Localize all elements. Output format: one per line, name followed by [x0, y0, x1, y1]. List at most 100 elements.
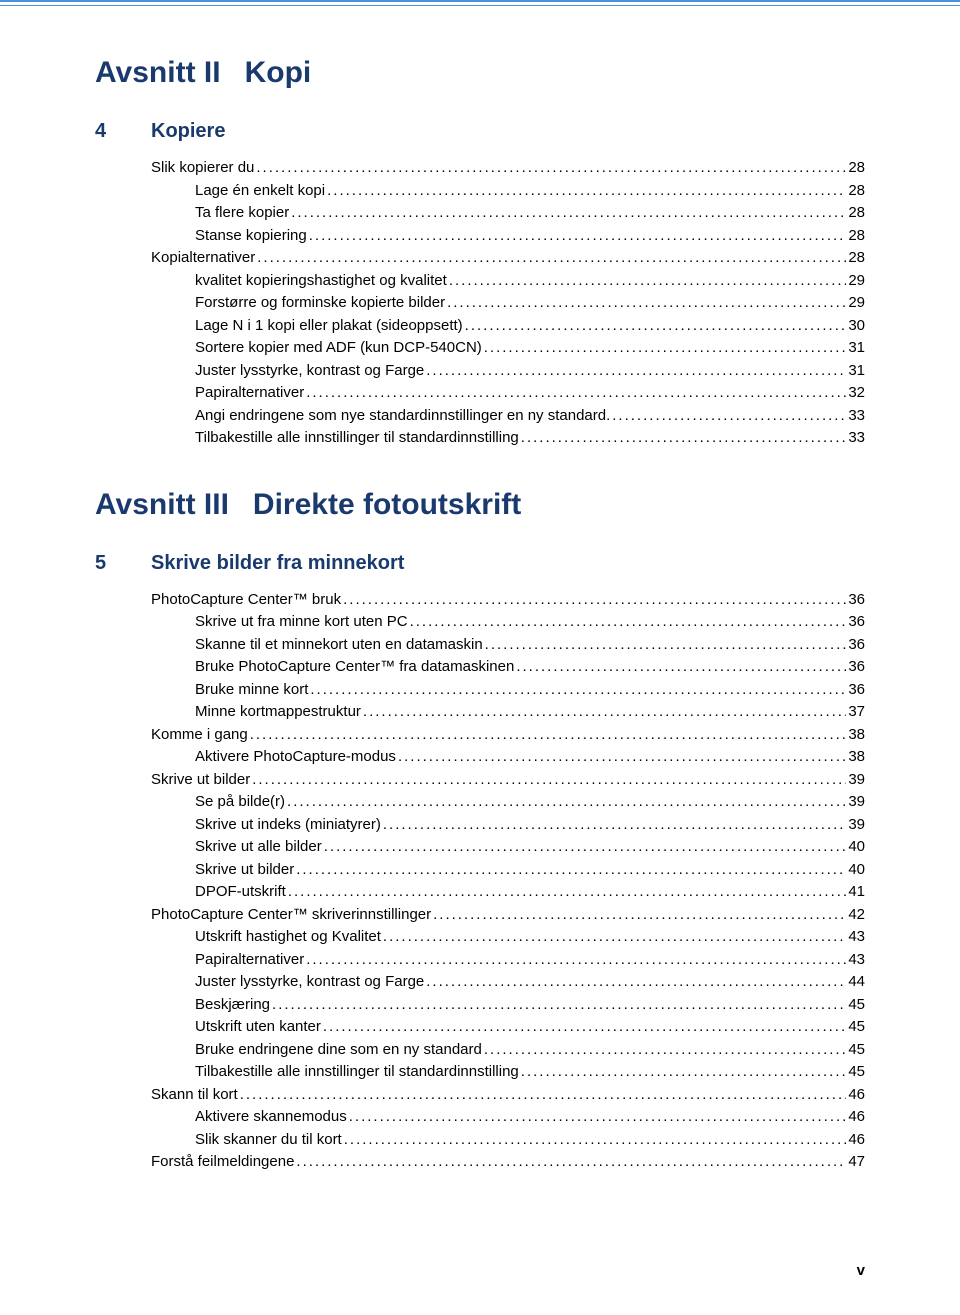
toc-entry[interactable]: Skrive ut bilder........................… — [151, 859, 865, 882]
toc-entry[interactable]: Aktivere PhotoCapture-modus.............… — [151, 746, 865, 769]
toc-leader-dots: ........................................… — [270, 994, 846, 1017]
toc-entry[interactable]: DPOF-utskrift...........................… — [151, 881, 865, 904]
toc-entry-page: 45 — [846, 994, 865, 1017]
toc-entry-label: Skrive ut bilder — [151, 769, 250, 792]
toc-entry[interactable]: Ta flere kopier.........................… — [151, 202, 865, 225]
toc-entry[interactable]: Se på bilde(r)..........................… — [151, 791, 865, 814]
toc-entry-label: Skrive ut bilder — [195, 859, 294, 882]
toc-entry-page: 40 — [846, 836, 865, 859]
toc-entry-label: Tilbakestille alle innstillinger til sta… — [195, 427, 519, 450]
toc-entry-page: 28 — [846, 202, 865, 225]
toc-page: Avsnitt IIKopi 4 Kopiere Slik kopierer d… — [0, 56, 960, 1174]
toc-entry[interactable]: PhotoCapture Center™ skriverinnstillinge… — [151, 904, 865, 927]
chapter-5-row: 5 Skrive bilder fra minnekort — [95, 552, 865, 575]
toc-entry[interactable]: Bruke endringene dine som en ny standard… — [151, 1039, 865, 1062]
toc-entry[interactable]: Komme i gang............................… — [151, 724, 865, 747]
toc-entry-page: 46 — [846, 1106, 865, 1129]
toc-entry[interactable]: Forstørre og forminske kopierte bilder..… — [151, 292, 865, 315]
toc-entry-label: Slik kopierer du — [151, 157, 254, 180]
toc-entry-page: 38 — [846, 746, 865, 769]
toc-entry-page: 28 — [846, 157, 865, 180]
toc-entry-label: DPOF-utskrift — [195, 881, 286, 904]
toc-leader-dots: ........................................… — [248, 724, 847, 747]
toc-entry-label: PhotoCapture Center™ bruk — [151, 589, 341, 612]
toc-entry[interactable]: Forstå feilmeldingene...................… — [151, 1151, 865, 1174]
toc-entry[interactable]: Slik skanner du til kort................… — [151, 1129, 865, 1152]
toc-entry[interactable]: Tilbakestille alle innstillinger til sta… — [151, 1061, 865, 1084]
toc-entry-label: Skrive ut alle bilder — [195, 836, 322, 859]
toc-entry-page: 36 — [846, 656, 865, 679]
toc-entry[interactable]: Bruke PhotoCapture Center™ fra datamaski… — [151, 656, 865, 679]
toc-entry[interactable]: Kopialternativer........................… — [151, 247, 865, 270]
toc-entry-page: 47 — [846, 1151, 865, 1174]
toc-entry-label: Bruke minne kort — [195, 679, 308, 702]
section-3-part-title: Direkte fotoutskrift — [253, 488, 521, 521]
toc-entry-label: Tilbakestille alle innstillinger til sta… — [195, 1061, 519, 1084]
toc-entry[interactable]: Slik kopierer du........................… — [151, 157, 865, 180]
toc-entry[interactable]: Utskrift uten kanter....................… — [151, 1016, 865, 1039]
toc-leader-dots: ........................................… — [341, 589, 846, 612]
toc-leader-dots: ........................................… — [238, 1084, 847, 1107]
toc-entry[interactable]: Skann til kort..........................… — [151, 1084, 865, 1107]
toc-entry-label: Juster lysstyrke, kontrast og Farge — [195, 360, 424, 383]
toc-entry[interactable]: Juster lysstyrke, kontrast og Farge.....… — [151, 360, 865, 383]
toc-entry-label: Lage én enkelt kopi — [195, 180, 325, 203]
toc-entry[interactable]: Bruke minne kort........................… — [151, 679, 865, 702]
toc-entry-label: Komme i gang — [151, 724, 248, 747]
toc-entry[interactable]: Sortere kopier med ADF (kun DCP-540CN)..… — [151, 337, 865, 360]
toc-entry-label: Papiralternativer — [195, 382, 304, 405]
toc-entry-label: Juster lysstyrke, kontrast og Farge — [195, 971, 424, 994]
toc-entry[interactable]: Angi endringene som nye standardinnstill… — [151, 405, 865, 428]
toc-entry[interactable]: Lage N i 1 kopi eller plakat (sideoppset… — [151, 315, 865, 338]
toc-entry-page: 31 — [846, 337, 865, 360]
toc-leader-dots: ........................................… — [381, 814, 846, 837]
toc-entry[interactable]: Lage én enkelt kopi.....................… — [151, 180, 865, 203]
toc-entry[interactable]: kvalitet kopieringshastighet og kvalitet… — [151, 270, 865, 293]
toc-entry[interactable]: Papiralternativer.......................… — [151, 949, 865, 972]
toc-entry-label: Sortere kopier med ADF (kun DCP-540CN) — [195, 337, 482, 360]
toc-entry[interactable]: Minne kortmappestruktur.................… — [151, 701, 865, 724]
toc-entry-page: 41 — [846, 881, 865, 904]
toc-leader-dots: ........................................… — [447, 270, 847, 293]
toc-leader-dots: ........................................… — [396, 746, 846, 769]
section-2-part-label: Avsnitt II — [95, 56, 221, 89]
toc-entry[interactable]: Utskrift hastighet og Kvalitet..........… — [151, 926, 865, 949]
toc-entry[interactable]: Aktivere skannemodus....................… — [151, 1106, 865, 1129]
toc-entry[interactable]: Juster lysstyrke, kontrast og Farge.....… — [151, 971, 865, 994]
page-number: v — [857, 1262, 865, 1279]
toc-entry[interactable]: Skrive ut bilder........................… — [151, 769, 865, 792]
toc-entry-label: Bruke PhotoCapture Center™ fra datamaski… — [195, 656, 514, 679]
toc-entry-label: Angi endringene som nye standardinnstill… — [195, 405, 610, 428]
toc-entry[interactable]: Skrive ut indeks (miniatyrer)...........… — [151, 814, 865, 837]
toc-leader-dots: ........................................… — [381, 926, 846, 949]
toc-leader-dots: ........................................… — [431, 904, 846, 927]
toc-leader-dots: ........................................… — [294, 1151, 846, 1174]
toc-entry[interactable]: Beskjæring..............................… — [151, 994, 865, 1017]
toc-leader-dots: ........................................… — [610, 405, 846, 428]
toc-entry-label: Kopialternativer — [151, 247, 255, 270]
toc-entry-page: 36 — [846, 634, 865, 657]
toc-entry[interactable]: Papiralternativer.......................… — [151, 382, 865, 405]
toc-leader-dots: ........................................… — [254, 157, 846, 180]
toc-entry[interactable]: Skrive ut fra minne kort uten PC........… — [151, 611, 865, 634]
toc-entry-page: 29 — [846, 270, 865, 293]
toc-entry-page: 36 — [846, 589, 865, 612]
toc-entry[interactable]: Skanne til et minnekort uten en datamask… — [151, 634, 865, 657]
toc-entry[interactable]: Tilbakestille alle innstillinger til sta… — [151, 427, 865, 450]
toc-entry-page: 28 — [846, 247, 865, 270]
toc-leader-dots: ........................................… — [361, 701, 846, 724]
toc-entry-page: 43 — [846, 926, 865, 949]
chapter-5-toc: PhotoCapture Center™ bruk...............… — [151, 589, 865, 1174]
toc-entry[interactable]: Skrive ut alle bilder...................… — [151, 836, 865, 859]
toc-leader-dots: ........................................… — [308, 679, 846, 702]
toc-entry-label: Aktivere skannemodus — [195, 1106, 347, 1129]
chapter-5-number: 5 — [95, 552, 151, 575]
chapter-4-row: 4 Kopiere — [95, 120, 865, 143]
toc-entry-page: 42 — [846, 904, 865, 927]
toc-leader-dots: ........................................… — [482, 337, 847, 360]
toc-entry[interactable]: PhotoCapture Center™ bruk...............… — [151, 589, 865, 612]
toc-leader-dots: ........................................… — [304, 949, 846, 972]
toc-leader-dots: ........................................… — [463, 315, 847, 338]
toc-entry[interactable]: Stanse kopiering........................… — [151, 225, 865, 248]
toc-entry-label: Minne kortmappestruktur — [195, 701, 361, 724]
